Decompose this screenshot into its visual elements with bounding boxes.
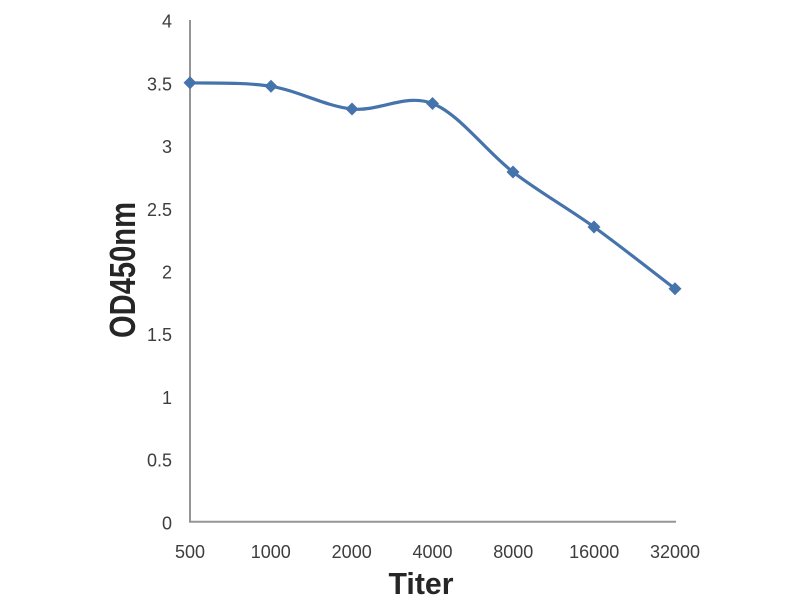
svg-text:3.5: 3.5: [147, 74, 172, 94]
svg-text:1.5: 1.5: [147, 325, 172, 345]
svg-text:0.5: 0.5: [147, 451, 172, 471]
svg-text:16000: 16000: [569, 542, 619, 562]
svg-text:4: 4: [162, 12, 172, 32]
svg-text:OD450nm: OD450nm: [102, 202, 143, 338]
svg-text:4000: 4000: [412, 542, 452, 562]
svg-text:Titer: Titer: [389, 566, 454, 600]
svg-text:2000: 2000: [332, 542, 372, 562]
svg-text:500: 500: [175, 542, 205, 562]
svg-text:1000: 1000: [251, 542, 291, 562]
svg-text:3: 3: [162, 137, 172, 157]
svg-text:1: 1: [162, 388, 172, 408]
svg-text:2: 2: [162, 263, 172, 283]
svg-text:32000: 32000: [650, 542, 700, 562]
svg-text:0: 0: [162, 513, 172, 533]
svg-text:2.5: 2.5: [147, 200, 172, 220]
svg-text:8000: 8000: [493, 542, 533, 562]
